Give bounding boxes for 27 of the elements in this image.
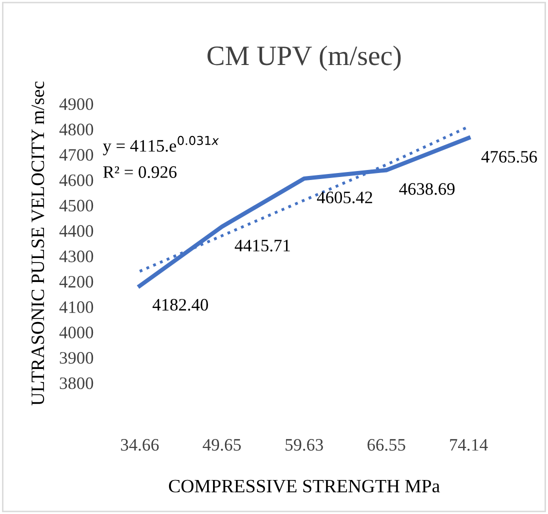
data-label: 4765.56 (481, 150, 537, 163)
y-tick-label: 3900 (60, 352, 94, 364)
annotation: y = 4115.e$^{0.031x}$ (102, 136, 219, 156)
y-tick-label: 4400 (59, 225, 94, 237)
y-tick-label: 4100 (59, 301, 94, 314)
data-label: 4415.71 (234, 240, 290, 252)
y-tick-label: 4300 (59, 250, 94, 262)
x-tick-label: 74.14 (450, 439, 488, 451)
y-tick-label: 4600 (59, 174, 94, 186)
y-tick-label: 3800 (60, 377, 94, 390)
annotation: R² = 0.926 (103, 166, 177, 178)
y-tick-label: 4900 (59, 98, 94, 110)
y-tick-label: 4800 (59, 124, 94, 136)
y-axis-title: ULTRASONIC PULSE VELOCITY m/sec (32, 82, 44, 406)
x-axis-title: COMPRESSIVE STRENGTH MPa (168, 480, 440, 493)
data-label: 4605.42 (316, 192, 372, 204)
y-tick-label: 4200 (59, 276, 94, 288)
x-tick-label: 59.63 (286, 439, 323, 451)
x-tick-label: 34.66 (121, 439, 159, 451)
x-tick-label: 66.55 (368, 439, 406, 451)
data-label: 4638.69 (399, 183, 455, 195)
y-tick-label: 4500 (59, 200, 94, 212)
y-tick-label: 4700 (59, 149, 94, 161)
x-tick-label: 49.65 (202, 439, 241, 451)
chart-title: CM UPV (m/sec) (208, 46, 401, 71)
y-tick-label: 4000 (59, 326, 94, 338)
data-label: 4182.40 (152, 298, 208, 311)
